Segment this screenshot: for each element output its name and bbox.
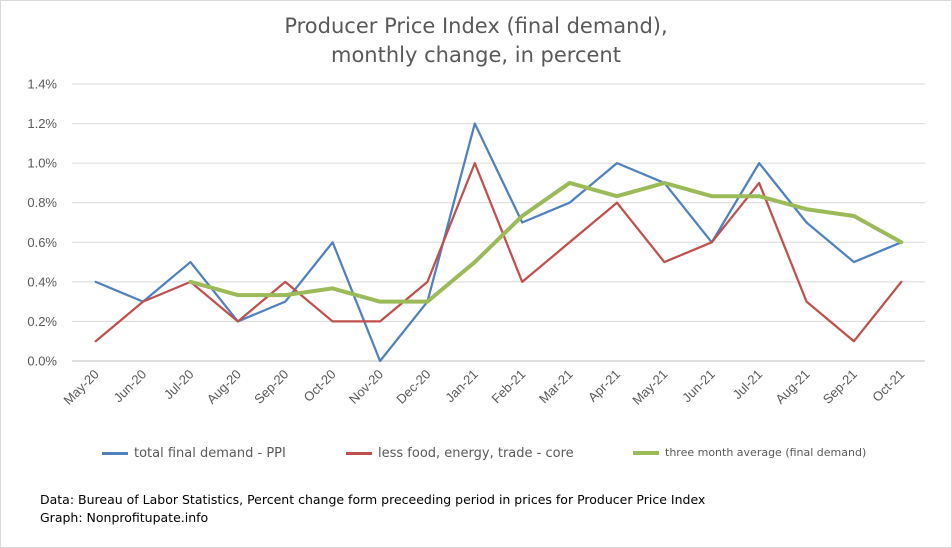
- series-lines: [94, 122, 904, 363]
- x-tick-label: Jun-20: [110, 367, 149, 406]
- x-tick-label: May-21: [629, 367, 670, 408]
- x-tick-label: Feb-21: [489, 367, 529, 407]
- x-tick-label: Jun-21: [679, 367, 718, 406]
- legend-swatch-ppi: [102, 452, 128, 455]
- y-tick-label: 0.6%: [27, 235, 57, 250]
- x-tick-label: Apr-21: [585, 367, 623, 405]
- x-tick-label: May-20: [61, 367, 102, 408]
- x-tick-label: Jul-21: [730, 367, 766, 403]
- legend-swatch-core: [346, 452, 372, 455]
- y-tick-label: 0.2%: [27, 314, 57, 329]
- source-note: Data: Bureau of Labor Statistics, Percen…: [40, 491, 705, 527]
- x-axis: May-20 Jun-20 Jul-20 Aug-20 Sep-20 Oct-20 Nov-…: [61, 360, 925, 408]
- x-tick-label: Nov-20: [346, 367, 386, 407]
- y-tick-label: 1.0%: [27, 156, 57, 171]
- series-line-ppi: [94, 122, 903, 363]
- x-tick-label: Jan-21: [442, 367, 481, 406]
- graph-credit: Graph: Nonprofitupate.info: [40, 510, 209, 525]
- y-tick-label: 0.4%: [27, 274, 57, 289]
- x-tick-label: Aug-21: [772, 367, 812, 407]
- x-tick-label: Dec-20: [393, 367, 433, 407]
- chart-title-line-1: Producer Price Index (final demand),: [284, 14, 668, 38]
- chart-title-line-2: monthly change, in percent: [331, 43, 621, 67]
- y-tick-label: 0.0%: [27, 354, 57, 369]
- legend: total final demand - PPI less food, ener…: [0, 446, 952, 466]
- legend-item-avg: three month average (final demand): [633, 446, 866, 459]
- chart-title: Producer Price Index (final demand), mon…: [0, 12, 952, 70]
- y-axis: 0.0% 0.2% 0.4% 0.6% 0.8% 1.0% 1.2% 1.4%: [27, 77, 57, 369]
- x-tick-label: Oct-20: [301, 367, 339, 405]
- legend-item-core: less food, energy, trade - core: [346, 446, 574, 461]
- x-tick-label: Aug-20: [204, 367, 244, 407]
- series-line-avg: [188, 180, 904, 304]
- x-tick-label: Sep-20: [251, 367, 291, 407]
- legend-label-avg: three month average (final demand): [665, 446, 867, 459]
- x-tick-label: Sep-21: [820, 367, 860, 407]
- y-tick-label: 1.4%: [27, 77, 57, 92]
- y-tick-label: 1.2%: [27, 116, 57, 131]
- legend-swatch-avg: [633, 450, 659, 455]
- x-tick-label: Oct-21: [869, 367, 907, 405]
- source-line: Data: Bureau of Labor Statistics, Percen…: [40, 492, 706, 507]
- y-tick-label: 0.8%: [27, 195, 57, 210]
- x-tick-label: Jul-20: [161, 367, 197, 403]
- series-line-core: [94, 162, 903, 343]
- x-tick-label: Mar-21: [536, 367, 576, 407]
- legend-label-ppi: total final demand - PPI: [134, 446, 286, 461]
- legend-label-core: less food, energy, trade - core: [378, 446, 574, 461]
- legend-item-ppi: total final demand - PPI: [102, 446, 286, 461]
